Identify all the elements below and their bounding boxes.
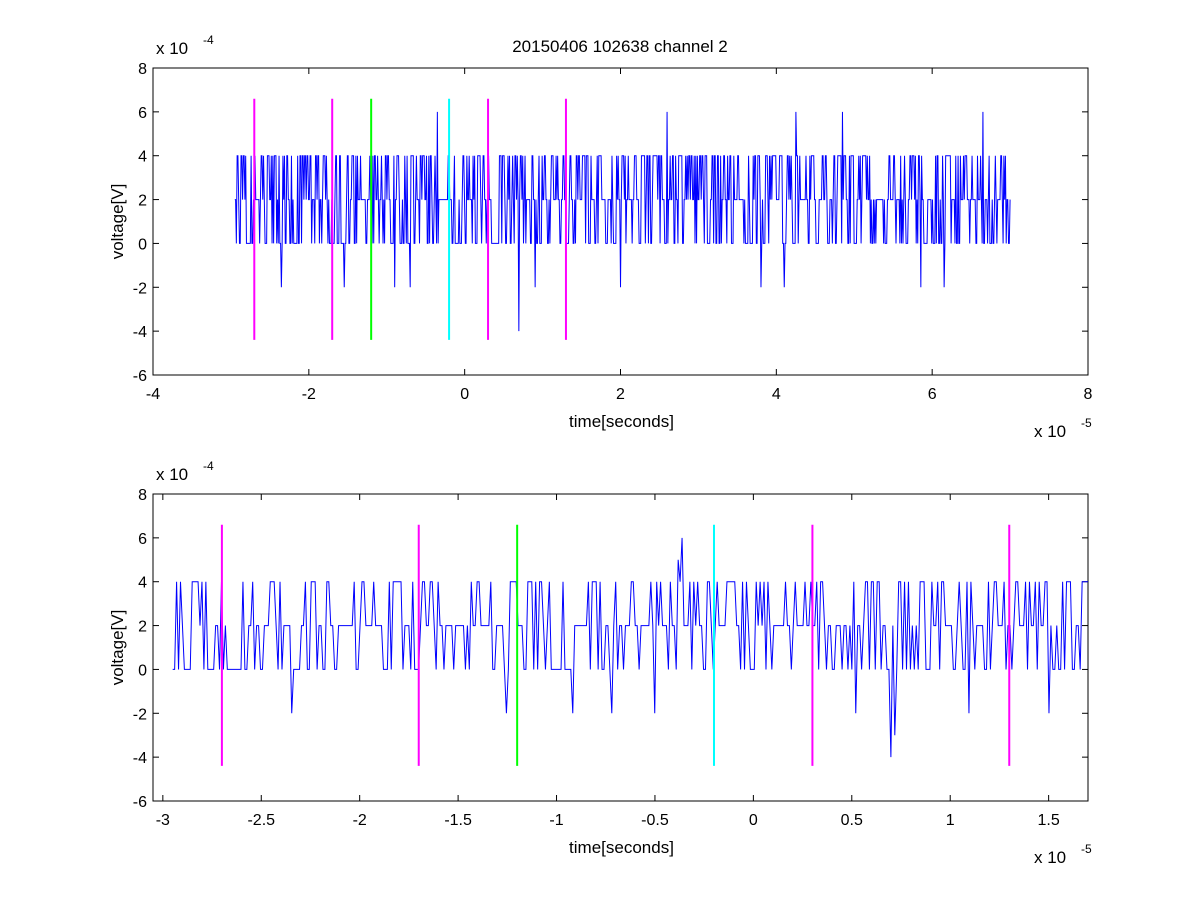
x-tick-label: -2 <box>353 812 367 829</box>
plot-bottom: -3 -2.5 -2 -1.5 -1 -0.5 0 0.5 1 1.5 -6 -4 -2 0 2 4 6 8 tim… <box>108 459 1092 867</box>
x-tick-label: -0.5 <box>641 812 669 829</box>
y-tick-label: 8 <box>138 487 147 504</box>
x-tick-label: -2 <box>302 386 316 403</box>
x-exponent-label: x 10 <box>1034 848 1066 867</box>
x-exponent-label: x 10 <box>1034 422 1066 441</box>
x-tick-label: 6 <box>928 386 937 403</box>
x-tick-label: 0.5 <box>841 812 863 829</box>
x-tick-label: 0 <box>460 386 469 403</box>
x-tick-label: 4 <box>772 386 781 403</box>
x-tick-label: -1 <box>549 812 563 829</box>
x-tick-label: -2.5 <box>247 812 275 829</box>
y-exponent: -4 <box>203 33 214 47</box>
y-tick-label: -6 <box>133 368 147 385</box>
y-tick-label: 2 <box>138 619 147 636</box>
y-tick-label: 4 <box>138 575 147 592</box>
y-tick-label: 6 <box>138 105 147 122</box>
y-tick-label: -2 <box>133 706 147 723</box>
y-axis-label: voltage[V] <box>108 610 127 686</box>
y-tick-label: 4 <box>138 149 147 166</box>
axes-box <box>152 493 1089 802</box>
y-tick-label: -4 <box>133 750 147 767</box>
y-tick-label: -4 <box>133 324 147 341</box>
x-tick-label: -4 <box>146 386 160 403</box>
x-tick-label: 1 <box>946 812 955 829</box>
y-exponent-label: x 10 <box>156 465 188 484</box>
y-axis-label: voltage[V] <box>108 184 127 260</box>
x-tick-label: 8 <box>1084 386 1093 403</box>
plot-top: -4 -2 0 2 4 6 8-6-4-202468time[seconds]voltage… <box>108 33 1093 441</box>
y-tick-label: 6 <box>138 531 147 548</box>
x-axis-label: time[seconds] <box>569 838 674 857</box>
y-exponent-label: x 10 <box>156 39 188 58</box>
signal-trace <box>234 111 1011 332</box>
x-tick-label: 0 <box>749 812 758 829</box>
signal-trace <box>172 537 1088 758</box>
y-tick-label: 0 <box>138 662 147 679</box>
figure-title: 20150406 102638 channel 2 <box>512 37 728 56</box>
y-tick-label: -6 <box>133 794 147 811</box>
x-tick-label: 1.5 <box>1038 812 1060 829</box>
x-exponent: -5 <box>1081 416 1092 430</box>
y-tick-label: 0 <box>138 236 147 253</box>
x-tick-label: -3 <box>156 812 170 829</box>
x-axis-label: time[seconds] <box>569 412 674 431</box>
y-tick-label: 8 <box>138 61 147 78</box>
x-tick-label: 2 <box>616 386 625 403</box>
y-exponent: -4 <box>203 459 214 473</box>
x-tick-label: -1.5 <box>444 812 472 829</box>
y-tick-label: -2 <box>133 280 147 297</box>
y-tick-label: 2 <box>138 193 147 210</box>
x-exponent: -5 <box>1081 842 1092 856</box>
